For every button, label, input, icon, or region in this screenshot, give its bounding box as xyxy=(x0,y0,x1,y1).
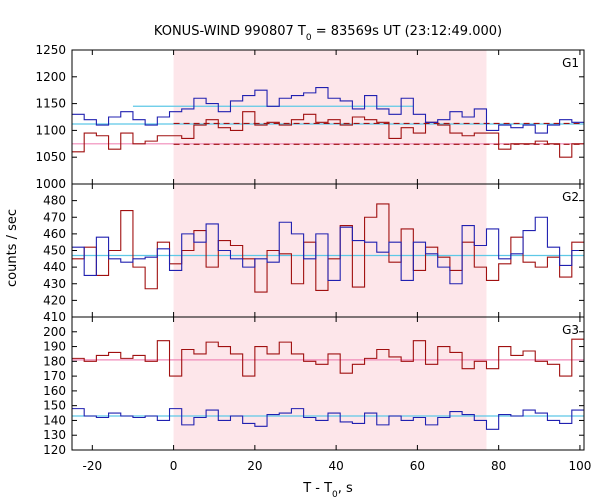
y-tick-label: 1250 xyxy=(35,43,66,57)
panel-label: G3 xyxy=(562,323,579,337)
plot-layer: 100010501100115012001250G141042043044045… xyxy=(35,43,591,473)
y-tick-label: 140 xyxy=(43,413,66,427)
y-tick-label: 1100 xyxy=(35,123,66,137)
chart-title: KONUS-WIND 990807 T0 = 83569s UT (23:12:… xyxy=(154,24,502,43)
y-tick-label: 450 xyxy=(43,244,66,258)
x-tick-label: -20 xyxy=(83,459,103,473)
x-tick-label: 40 xyxy=(328,459,343,473)
y-tick-label: 1200 xyxy=(35,70,66,84)
y-tick-label: 130 xyxy=(43,428,66,442)
panel-label: G1 xyxy=(562,56,579,70)
y-tick-label: 1150 xyxy=(35,97,66,111)
x-tick-label: 100 xyxy=(568,459,591,473)
series-line-blue xyxy=(72,216,584,285)
y-tick-label: 1000 xyxy=(35,177,66,191)
y-tick-label: 170 xyxy=(43,369,66,383)
y-tick-label: 120 xyxy=(43,443,66,457)
panel-g2: 410 420 430 440 450 460 470 480 G2 xyxy=(43,183,585,324)
y-tick-label: 430 xyxy=(43,277,66,291)
series-line-red xyxy=(72,111,584,158)
y-tick-label: 410 xyxy=(43,310,66,324)
x-axis-label: T - T0, s xyxy=(302,481,353,500)
series-line-blue xyxy=(72,408,584,430)
x-tick-label: 0 xyxy=(170,459,178,473)
panel-frame xyxy=(71,316,585,451)
x-tick-label: 80 xyxy=(491,459,506,473)
series-line-blue xyxy=(72,86,584,134)
panel-label: G2 xyxy=(562,190,579,204)
y-tick-label: 480 xyxy=(43,194,66,208)
y-tick-label: 420 xyxy=(43,293,66,307)
y-tick-label: 1050 xyxy=(35,150,66,164)
y-tick-label: 470 xyxy=(43,210,66,224)
series-line-red xyxy=(72,338,584,377)
y-axis-label: counts / sec xyxy=(5,209,20,287)
y-tick-label: 200 xyxy=(43,325,66,339)
x-tick-label: 20 xyxy=(247,459,262,473)
y-tick-label: 440 xyxy=(43,260,66,274)
y-tick-label: 460 xyxy=(43,227,66,241)
panel-g1: 1000 1050 1100 1150 1200 1250 G1 xyxy=(35,43,585,191)
y-tick-label: 150 xyxy=(43,399,66,413)
x-tick-label: 60 xyxy=(410,459,425,473)
y-tick-label: 180 xyxy=(43,354,66,368)
y-tick-label: 160 xyxy=(43,384,66,398)
y-tick-label: 190 xyxy=(43,340,66,354)
